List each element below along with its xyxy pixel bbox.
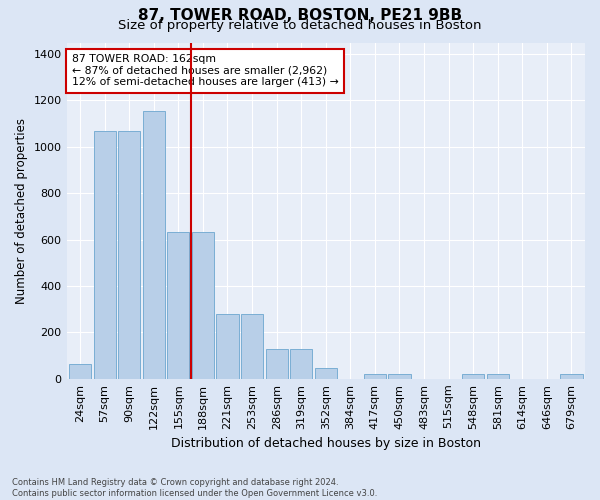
Text: Size of property relative to detached houses in Boston: Size of property relative to detached ho… [118,18,482,32]
Bar [266,348,287,379]
Bar [143,111,165,379]
Bar [167,232,190,379]
Bar [560,374,583,379]
Bar [315,368,337,379]
Bar [192,232,214,379]
Bar [118,131,140,379]
Bar [217,314,239,379]
Bar [290,348,312,379]
X-axis label: Distribution of detached houses by size in Boston: Distribution of detached houses by size … [171,437,481,450]
Text: Contains HM Land Registry data © Crown copyright and database right 2024.
Contai: Contains HM Land Registry data © Crown c… [12,478,377,498]
Bar [69,364,91,379]
Bar [94,131,116,379]
Y-axis label: Number of detached properties: Number of detached properties [15,118,28,304]
Text: 87, TOWER ROAD, BOSTON, PE21 9BB: 87, TOWER ROAD, BOSTON, PE21 9BB [138,8,462,22]
Bar [487,374,509,379]
Bar [388,374,410,379]
Bar [364,374,386,379]
Bar [462,374,484,379]
Bar [241,314,263,379]
Text: 87 TOWER ROAD: 162sqm
← 87% of detached houses are smaller (2,962)
12% of semi-d: 87 TOWER ROAD: 162sqm ← 87% of detached … [72,54,338,88]
